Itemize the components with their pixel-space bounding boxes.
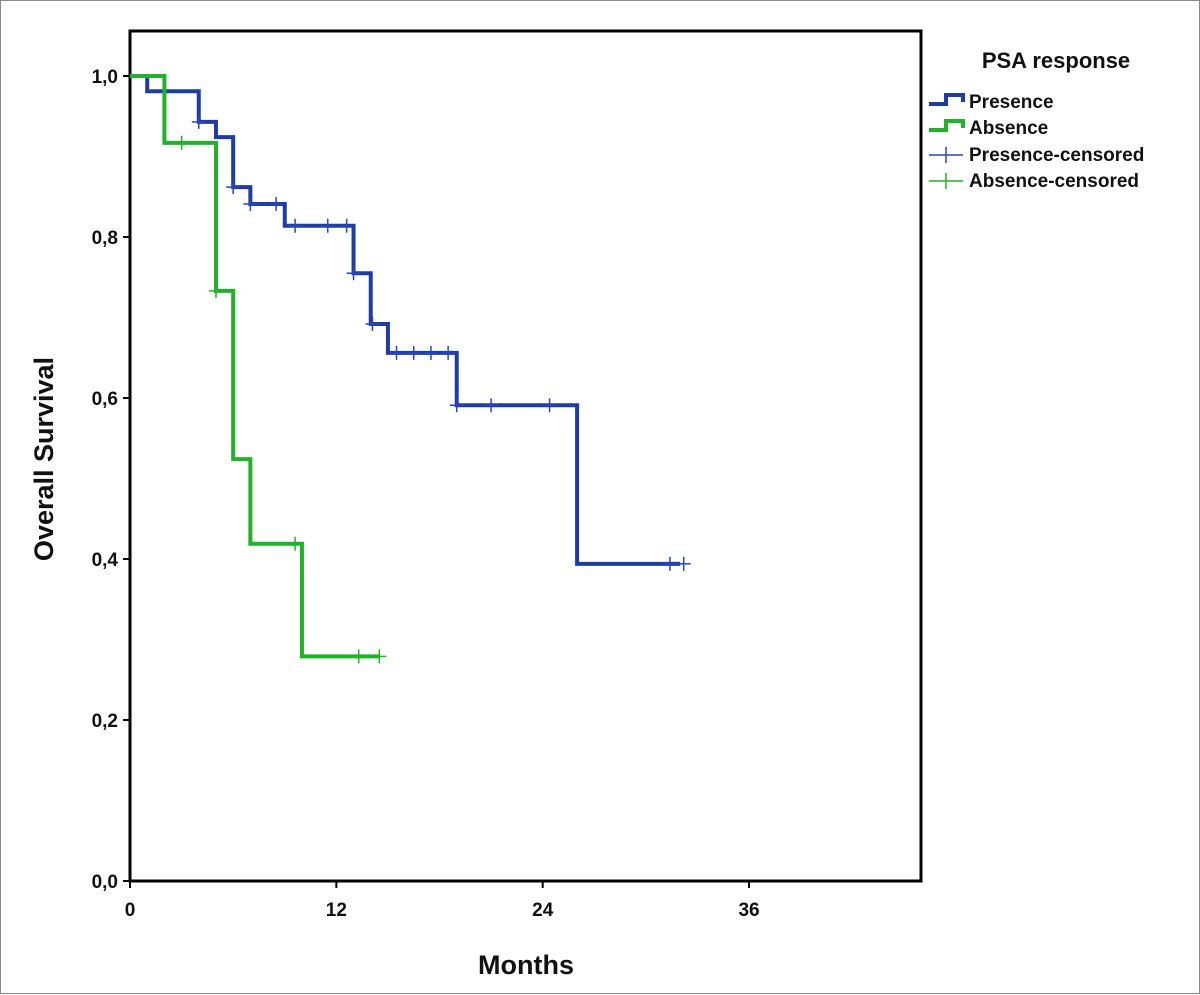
censor-mark-presence [191, 114, 206, 129]
censor-mark-presence [449, 398, 464, 413]
x-tick-label: 24 [532, 900, 554, 921]
y-tick-label: 1,0 [92, 67, 118, 88]
censor-mark-presence [662, 556, 677, 571]
censor-mark-presence [423, 345, 438, 360]
series-presence-line [130, 74, 681, 566]
series-layer [130, 74, 691, 664]
censor-mark-presence [320, 218, 335, 233]
censor-mark-absence [372, 649, 387, 664]
censor-mark-presence [389, 345, 404, 360]
censor-mark-absence [351, 649, 366, 664]
x-tick-label: 0 [125, 900, 136, 921]
y-axis-title: Overall Survival [29, 357, 59, 561]
censor-mark-presence [441, 345, 456, 360]
censor-mark-absence [288, 536, 303, 551]
censor-mark-presence [676, 556, 691, 571]
axes-layer: 0,0 0,2 0,4 0,6 0,8 1,0 0 12 24 36 [92, 29, 923, 921]
y-tick-label: 0,6 [92, 389, 118, 410]
censor-mark-presence [339, 218, 354, 233]
censor-mark-presence [243, 196, 258, 211]
censor-mark-presence [484, 398, 499, 413]
censor-mark-presence [346, 266, 361, 281]
legend-symbols [929, 93, 965, 189]
censor-mark-presence [406, 345, 421, 360]
series-absence-line [130, 74, 380, 659]
y-tick-label: 0,2 [92, 711, 118, 732]
legend-label-presence: Presence [969, 92, 1054, 113]
x-tick-label: 12 [326, 900, 347, 921]
legend-presence-symbol [929, 93, 965, 106]
legend-absence-symbol [929, 119, 965, 132]
y-tick-label: 0,8 [92, 228, 118, 249]
censor-mark-presence [288, 218, 303, 233]
y-tick-label: 0,4 [92, 550, 119, 571]
censor-mark-absence [208, 283, 223, 298]
x-axis-title: Months [478, 950, 574, 980]
censor-mark-absence [174, 135, 189, 150]
censor-mark-presence [269, 196, 284, 211]
y-tick-label: 0,0 [92, 872, 118, 893]
censor-mark-presence [365, 316, 380, 331]
plot-border [128, 29, 923, 883]
legend-label-absence: Absence [969, 118, 1048, 139]
legend-title: PSA response [982, 48, 1130, 73]
censor-mark-presence [226, 180, 241, 195]
censor-mark-presence [542, 398, 557, 413]
legend-label-presence-censored: Presence-censored [969, 145, 1144, 166]
legend: PSA response Presence Absence Presence-c… [929, 48, 1144, 192]
x-tick-label: 36 [738, 900, 759, 921]
legend-label-absence-censored: Absence-censored [969, 171, 1139, 192]
